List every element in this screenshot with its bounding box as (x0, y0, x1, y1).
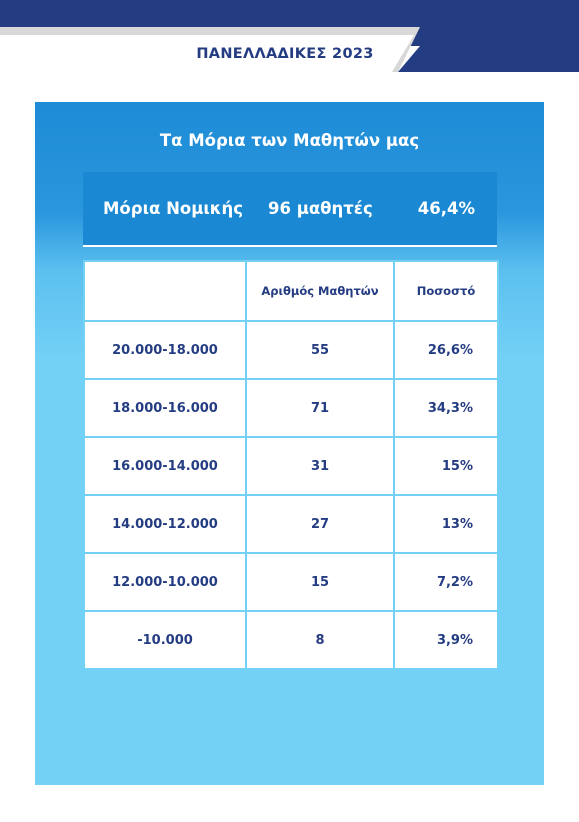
summary-bar: Μόρια Νομικής 96 μαθητές 46,4% (83, 172, 497, 247)
cell-percent: 34,3% (393, 378, 499, 438)
cell-percent: 13% (393, 494, 499, 554)
table-row: 18.000-16.000 71 34,3% (83, 378, 499, 438)
summary-percent: 46,4% (417, 199, 475, 218)
cell-students: 31 (245, 436, 395, 496)
cell-percent: 15% (393, 436, 499, 496)
header-cell-range (83, 260, 247, 322)
cell-range: 18.000-16.000 (83, 378, 247, 438)
table-row: 14.000-12.000 27 13% (83, 494, 499, 554)
cell-range: 20.000-18.000 (83, 320, 247, 380)
table-row: 16.000-14.000 31 15% (83, 436, 499, 496)
header-title: ΠΑΝΕΛΛΑΔΙΚΕΣ 2023 (196, 46, 374, 62)
cell-range: 16.000-14.000 (83, 436, 247, 496)
cell-students: 27 (245, 494, 395, 554)
summary-label: Μόρια Νομικής (103, 199, 244, 218)
table-header-row: Αριθμός Μαθητών Ποσοστό (83, 260, 499, 322)
cell-students: 8 (245, 610, 395, 670)
header-cell-percent: Ποσοστό (393, 260, 499, 322)
header-banner (0, 0, 579, 72)
cell-range: -10.000 (83, 610, 247, 670)
header-cell-students: Αριθμός Μαθητών (245, 260, 395, 322)
cell-percent: 7,2% (393, 552, 499, 612)
summary-count: 96 μαθητές (268, 199, 373, 218)
panel-title: Τα Μόρια των Μαθητών μας (159, 131, 420, 150)
cell-range: 14.000-12.000 (83, 494, 247, 554)
cell-percent: 26,6% (393, 320, 499, 380)
cell-students: 55 (245, 320, 395, 380)
results-table: Αριθμός Μαθητών Ποσοστό 20.000-18.000 55… (83, 260, 499, 670)
cell-percent: 3,9% (393, 610, 499, 670)
table-row: 12.000-10.000 15 7,2% (83, 552, 499, 612)
cell-students: 71 (245, 378, 395, 438)
cell-students: 15 (245, 552, 395, 612)
results-panel: Τα Μόρια των Μαθητών μας Μόρια Νομικής 9… (35, 102, 544, 785)
table-row: 20.000-18.000 55 26,6% (83, 320, 499, 380)
cell-range: 12.000-10.000 (83, 552, 247, 612)
banner-white-strip (0, 35, 414, 72)
table-row: -10.000 8 3,9% (83, 610, 499, 670)
